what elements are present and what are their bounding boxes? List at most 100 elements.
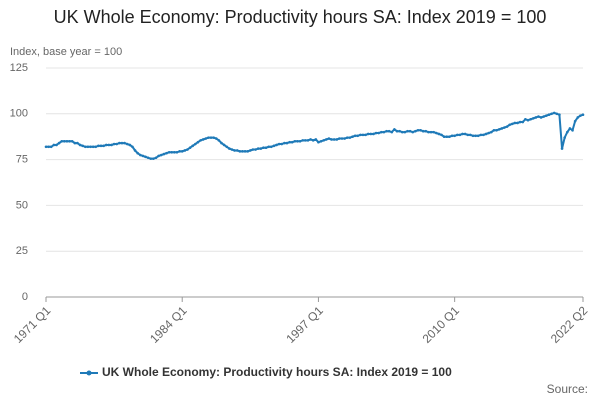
x-tick-label: 2022 Q2 [548,303,591,346]
data-point [369,132,373,136]
data-point [529,117,532,121]
data-point [518,120,522,124]
data-point [128,143,132,147]
data-point [290,140,294,144]
data-point [393,128,396,131]
data-point [547,113,551,117]
data-point [243,150,247,153]
data-point [479,133,483,137]
data-point [269,145,273,149]
data-point [112,142,116,146]
data-point [327,137,331,140]
data-point [194,142,197,146]
data-point [576,116,580,119]
data-point [141,154,145,158]
data-point [146,156,150,160]
data-point [63,139,66,143]
data-point [246,150,250,153]
data-point [419,128,422,132]
data-point [550,112,553,116]
data-point [76,141,79,145]
data-point [324,138,328,141]
data-point [563,136,566,139]
data-point [424,129,428,133]
data-point [427,130,430,134]
data-point [131,145,134,149]
data-point [400,130,404,134]
data-point [398,129,401,133]
data-point [440,133,443,137]
data-point [55,143,58,147]
data-point [259,147,263,150]
chart-title: UK Whole Economy: Productivity hours SA:… [53,7,547,27]
x-tick-label: 1997 Q1 [283,303,326,346]
data-point [65,139,69,143]
data-point [44,145,48,149]
data-point [191,144,194,148]
data-point [448,135,451,138]
data-point [162,152,166,156]
data-point [222,143,226,147]
data-point [167,150,171,154]
data-point [81,144,84,148]
data-point [293,139,297,143]
data-point [435,131,438,135]
data-point [539,116,543,119]
data-point [508,123,511,127]
data-point [421,129,425,133]
data-point [361,133,365,137]
data-point [304,139,307,142]
data-point [500,127,504,130]
data-point [118,141,121,145]
data-point [199,139,202,142]
data-point [377,131,380,135]
data-point [228,147,231,150]
data-point [359,133,362,137]
data-point [351,135,354,138]
data-point [225,145,229,149]
data-point [170,150,174,154]
data-point [322,139,325,142]
data-point [99,144,103,148]
data-point [173,150,176,154]
data-point [537,115,540,118]
data-point [414,129,417,133]
data-point [47,145,50,149]
data-point [474,134,477,138]
data-point [175,150,179,154]
data-point [272,144,276,148]
data-point [487,131,490,135]
data-point [133,149,137,152]
data-point [463,132,467,136]
data-point [338,137,341,140]
data-point [482,133,485,137]
data-point [180,150,184,153]
data-point [186,148,189,151]
data-point [201,138,205,141]
y-tick-label: 0 [22,291,28,303]
data-point [526,118,530,122]
data-point [521,120,525,124]
data-point [571,128,574,132]
data-point [372,132,375,136]
data-point [73,141,77,145]
data-point [220,141,223,145]
data-point [348,136,352,139]
data-point [573,119,577,123]
data-point [97,144,100,148]
data-point [455,133,459,137]
data-point [330,138,333,141]
data-point [139,153,142,157]
data-point [513,121,517,125]
data-point [581,113,585,117]
data-point [319,139,323,143]
data-point [437,132,441,136]
data-point [555,112,559,116]
data-point [432,130,435,134]
data-point [256,147,260,150]
data-point [91,145,95,149]
data-point [366,132,370,136]
data-point [552,111,556,115]
data-point [120,141,124,145]
data-point [471,134,475,138]
